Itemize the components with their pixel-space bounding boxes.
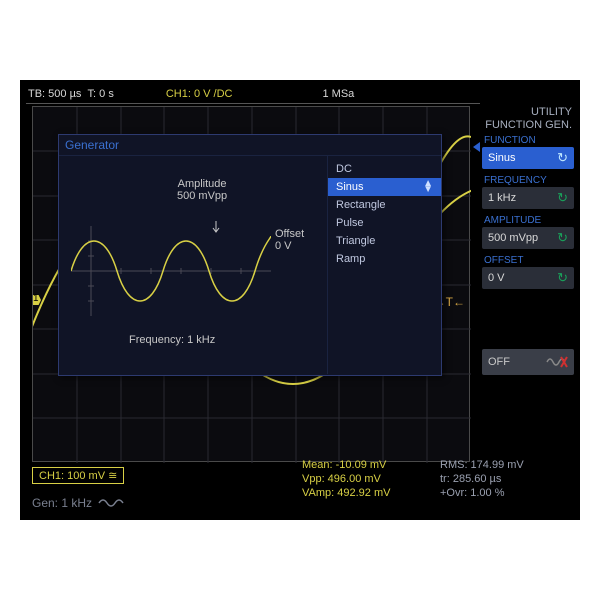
measurements-column-2: RMS: 174.99 mV tr: 285.60 µs +Ovr: 1.00 … xyxy=(440,458,524,500)
generator-status: Gen: 1 kHz xyxy=(32,496,128,510)
utility-panel: UTILITY FUNCTION GEN. FUNCTION Sinus↻ FR… xyxy=(480,106,576,377)
refresh-icon: ↻ xyxy=(557,270,568,286)
generator-title: Generator xyxy=(59,135,441,156)
refresh-icon: ↻ xyxy=(557,230,568,246)
frequency-softkey[interactable]: 1 kHz↻ xyxy=(482,187,574,209)
waveform-list: DC Sinus ▲▼ Rectangle Pulse Triangle Ram… xyxy=(327,156,441,374)
channel-readout: CH1: 0 V /DC xyxy=(166,88,233,100)
offset-softkey[interactable]: 0 V↻ xyxy=(482,267,574,289)
waveform-option-sinus[interactable]: Sinus ▲▼ xyxy=(328,178,441,196)
measurements-column-1: Mean: -10.09 mV Vpp: 496.00 mV VAmp: 492… xyxy=(302,458,390,500)
frequency-softkey-label: FREQUENCY xyxy=(480,172,576,187)
utility-title: UTILITY FUNCTION GEN. xyxy=(480,106,576,132)
waveform-option-ramp[interactable]: Ramp xyxy=(328,250,441,268)
frequency-label: Frequency: 1 kHz xyxy=(129,334,215,346)
amplitude-softkey[interactable]: 500 mVpp↻ xyxy=(482,227,574,249)
oscilloscope-screen: TB: 500 µs T: 0 s CH1: 0 V /DC 1 MSa 1 →… xyxy=(20,80,580,520)
waveform-option-pulse[interactable]: Pulse xyxy=(328,214,441,232)
offset-softkey-label: OFFSET xyxy=(480,252,576,267)
output-off-icon xyxy=(546,355,568,369)
top-status-bar: TB: 500 µs T: 0 s CH1: 0 V /DC 1 MSa xyxy=(28,86,572,102)
waveform-option-dc[interactable]: DC xyxy=(328,160,441,178)
ch1-scale-box[interactable]: CH1: 100 mV ≅ xyxy=(32,467,124,484)
function-label: FUNCTION xyxy=(480,132,576,147)
amplitude-label: Amplitude 500 mVpp xyxy=(177,178,227,202)
generator-dialog: Generator Amplitude 500 mVpp Offset 0 V … xyxy=(58,134,442,376)
generator-preview-pane: Amplitude 500 mVpp Offset 0 V Frequency:… xyxy=(59,156,327,374)
output-off-softkey[interactable]: OFF xyxy=(482,349,574,375)
sample-readout: 1 MSa xyxy=(322,88,354,100)
generator-waveform-preview xyxy=(71,216,271,326)
offset-label: Offset 0 V xyxy=(275,228,304,252)
timebase-readout: TB: 500 µs T: 0 s xyxy=(28,88,114,100)
waveform-option-triangle[interactable]: Triangle xyxy=(328,232,441,250)
divider xyxy=(26,103,480,104)
selection-indicator-icon xyxy=(473,142,480,152)
amplitude-softkey-label: AMPLITUDE xyxy=(480,212,576,227)
waveform-option-rectangle[interactable]: Rectangle xyxy=(328,196,441,214)
ch1-marker-label: 1 xyxy=(33,293,39,304)
function-softkey[interactable]: Sinus↻ xyxy=(482,147,574,169)
refresh-icon: ↻ xyxy=(557,150,568,166)
refresh-icon: ↻ xyxy=(557,190,568,206)
sine-icon xyxy=(98,497,128,509)
updown-icon: ▲▼ xyxy=(423,181,433,193)
